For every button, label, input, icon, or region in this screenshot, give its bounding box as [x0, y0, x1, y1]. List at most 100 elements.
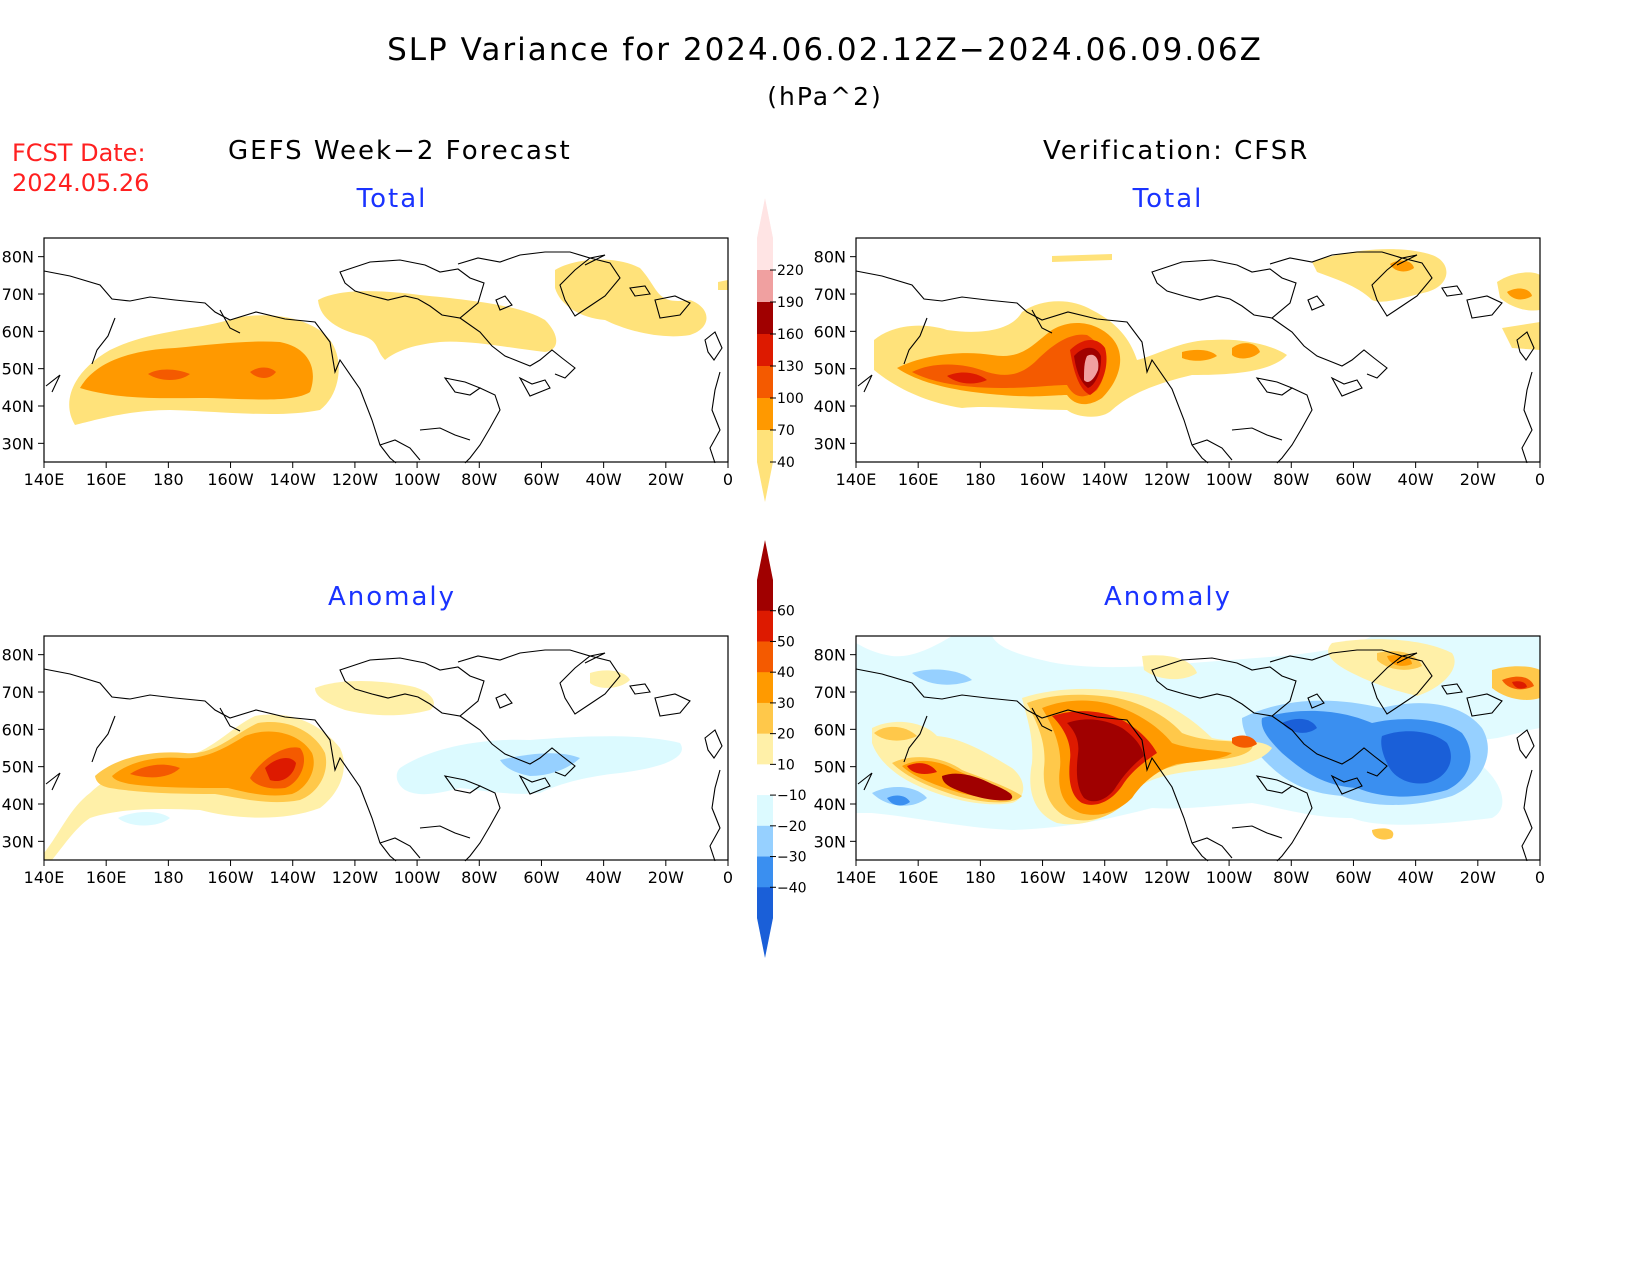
lon-tick-label: 160E — [86, 470, 127, 489]
lat-tick-label: 70N — [2, 285, 34, 304]
lat-tick-label: 40N — [2, 795, 34, 814]
colorbar-label: 60 — [777, 604, 795, 620]
colorbar-label: −20 — [777, 819, 807, 835]
map-frame — [43, 635, 729, 861]
colorbar-label: 40 — [777, 455, 795, 471]
lon-tick-label: 180 — [153, 868, 184, 887]
colorbar-swatch — [757, 825, 773, 858]
lon-tick-label: 180 — [965, 868, 996, 887]
lon-tick-label: 20W — [1460, 470, 1496, 489]
lon-tick-label: 160W — [1019, 868, 1066, 887]
lat-tick-label: 60N — [2, 720, 34, 739]
colorbar-label: −40 — [777, 880, 807, 896]
lat-tick-label: 40N — [814, 397, 846, 416]
lon-tick-label: 140E — [24, 470, 65, 489]
lon-tick-label: 20W — [648, 868, 684, 887]
map-frame — [855, 635, 1541, 861]
lon-tick-label: 180 — [965, 470, 996, 489]
colorbar-label: −10 — [777, 788, 807, 804]
colorbar-swatch — [757, 430, 773, 463]
colorbar-label: 70 — [777, 423, 795, 439]
colorbar-swatch — [757, 795, 773, 827]
lon-tick-label: 80W — [1273, 868, 1309, 887]
lon-tick-label: 120W — [1144, 470, 1191, 489]
lon-tick-label: 160E — [898, 470, 939, 489]
lat-tick-label: 30N — [2, 832, 34, 851]
colorbar-swatch — [757, 610, 773, 642]
lon-tick-label: 160W — [207, 868, 254, 887]
lon-tick-label: 100W — [394, 470, 441, 489]
colorbar-cap-bottom — [757, 462, 773, 502]
colorbar-cap-top — [757, 540, 773, 580]
lon-tick-label: 140E — [836, 868, 877, 887]
lon-tick-label: 40W — [586, 868, 622, 887]
map-frame — [855, 237, 1541, 463]
panel-title-verification-total: Total — [1132, 184, 1204, 214]
lon-tick-label: 80W — [461, 470, 497, 489]
colorbar-swatch — [757, 702, 773, 735]
colorbar-label: 100 — [777, 391, 804, 407]
figure-title: SLP Variance for 2024.06.02.12Z−2024.06.… — [387, 32, 1263, 68]
forecast-date-value: 2024.05.26 — [12, 169, 150, 197]
lon-tick-label: 160W — [207, 470, 254, 489]
contour-fill-forecast-total — [69, 259, 728, 425]
lon-tick-label: 20W — [1460, 868, 1496, 887]
colorbar-swatch — [757, 887, 773, 919]
column-heading-forecast: GEFS Week−2 Forecast — [228, 136, 572, 166]
lon-tick-label: 0 — [723, 470, 733, 489]
lat-tick-label: 80N — [2, 248, 34, 267]
lon-tick-label: 140W — [1082, 868, 1129, 887]
lat-tick-label: 40N — [814, 795, 846, 814]
lon-tick-label: 160W — [1019, 470, 1066, 489]
colorbar-label: 10 — [777, 757, 795, 773]
lat-tick-label: 50N — [2, 758, 34, 777]
column-heading-verification: Verification: CFSR — [1043, 136, 1310, 166]
units-label: (hPa^2) — [767, 82, 883, 111]
lon-tick-label: 140E — [836, 470, 877, 489]
lon-tick-label: 40W — [1398, 868, 1434, 887]
lon-tick-label: 40W — [586, 470, 622, 489]
colorbar-label: 30 — [777, 696, 795, 712]
colorbar-label: 40 — [777, 665, 795, 681]
colorbar-swatch — [757, 580, 773, 612]
lat-tick-label: 50N — [814, 360, 846, 379]
contour-fill-forecast-anomaly — [44, 670, 682, 860]
lon-tick-label: 140W — [270, 868, 317, 887]
lon-tick-label: 100W — [1206, 470, 1253, 489]
lon-tick-label: 60W — [523, 868, 559, 887]
lon-tick-label: 120W — [332, 470, 379, 489]
lat-tick-label: 30N — [814, 434, 846, 453]
lat-tick-label: 60N — [814, 322, 846, 341]
lon-tick-label: 0 — [1535, 470, 1545, 489]
colorbar-cap-bottom — [757, 918, 773, 958]
lat-tick-label: 30N — [2, 434, 34, 453]
lat-tick-label: 60N — [814, 720, 846, 739]
colorbar-label: 20 — [777, 727, 795, 743]
lat-tick-label: 80N — [2, 646, 34, 665]
colorbar-swatch — [757, 672, 773, 704]
lon-tick-label: 100W — [394, 868, 441, 887]
panel-title-forecast-total: Total — [356, 184, 428, 214]
colorbar-swatch — [757, 641, 773, 673]
colorbar-swatch — [757, 238, 773, 271]
colorbar-swatch — [757, 366, 773, 399]
lon-tick-label: 160E — [86, 868, 127, 887]
lat-tick-label: 30N — [814, 832, 846, 851]
lat-tick-label: 70N — [814, 285, 846, 304]
lat-tick-label: 80N — [814, 646, 846, 665]
lon-tick-label: 120W — [332, 868, 379, 887]
lon-tick-label: 160E — [898, 868, 939, 887]
lat-tick-label: 70N — [814, 683, 846, 702]
colorbar-label: 220 — [777, 263, 804, 279]
lat-tick-label: 50N — [814, 758, 846, 777]
colorbar-swatch — [757, 856, 773, 888]
lon-tick-label: 40W — [1398, 470, 1434, 489]
colorbar-swatch — [757, 733, 773, 765]
lat-tick-label: 50N — [2, 360, 34, 379]
